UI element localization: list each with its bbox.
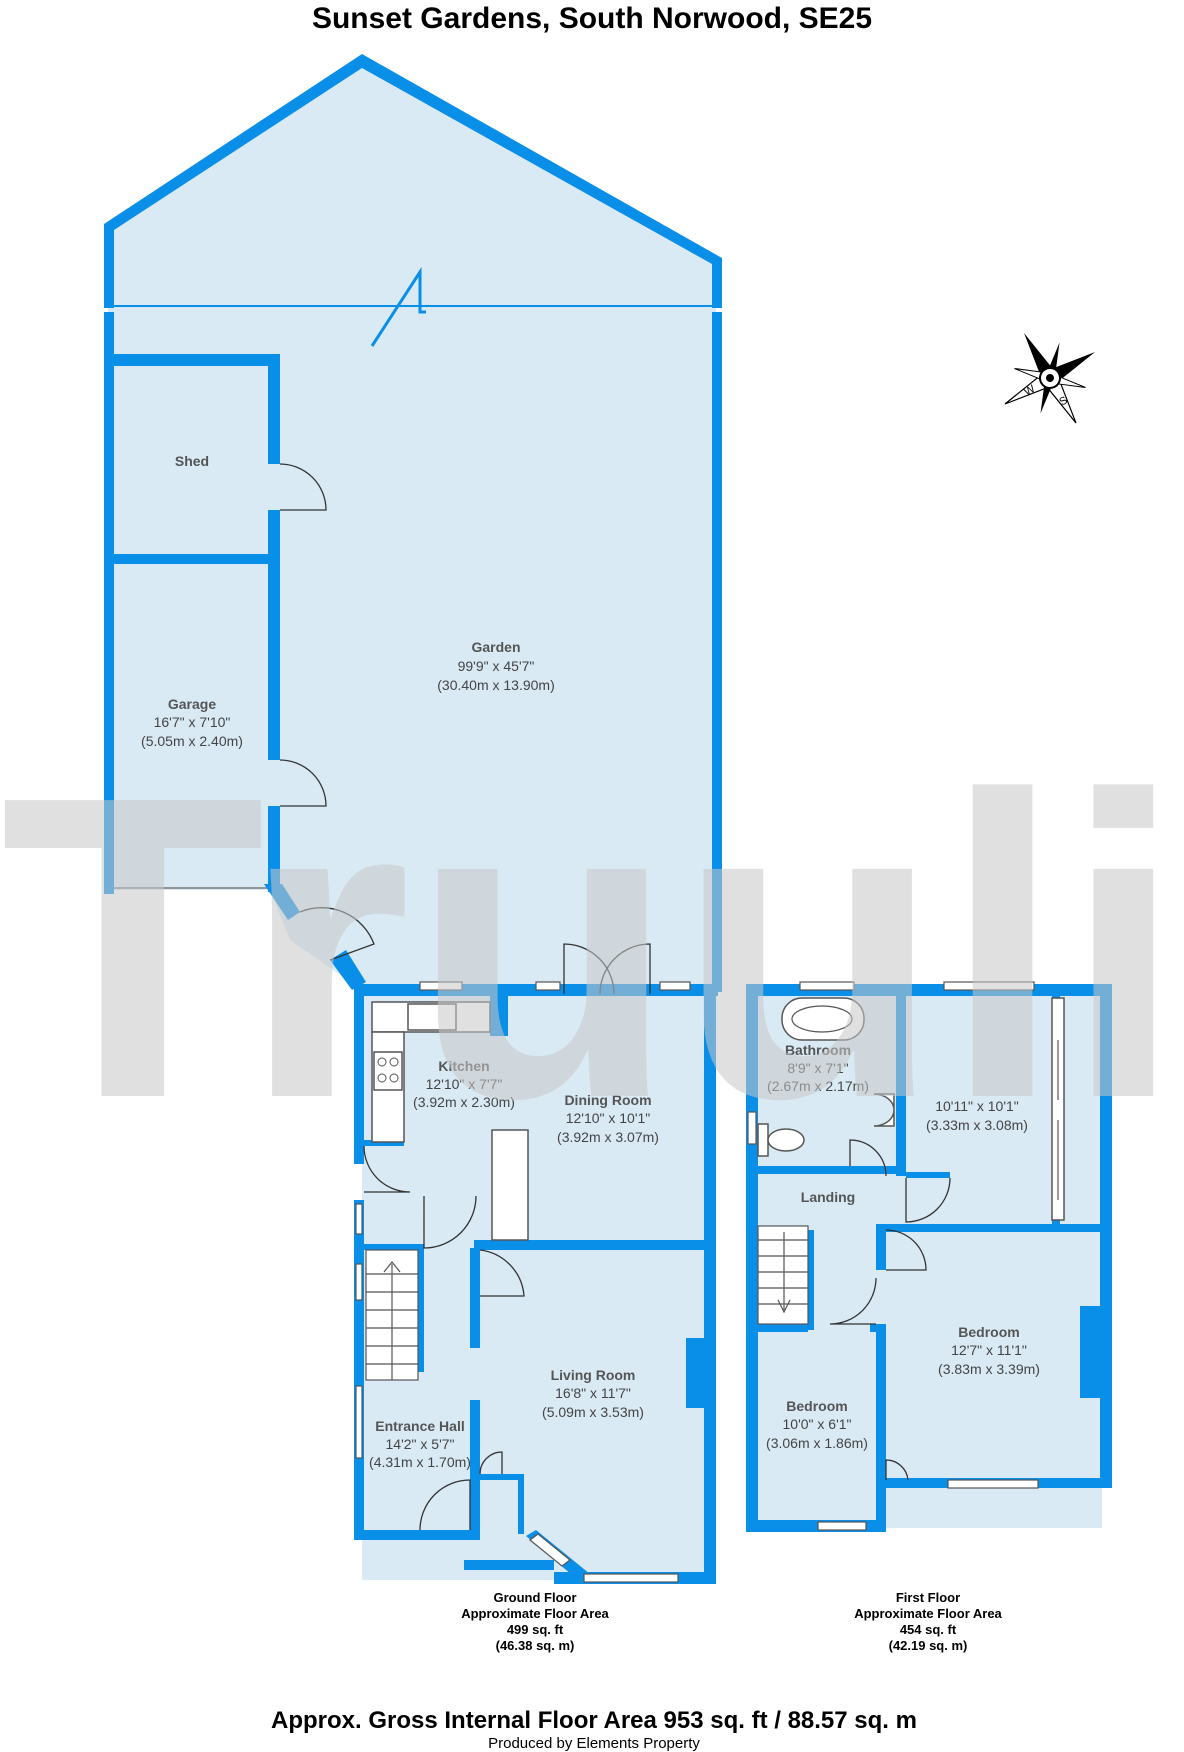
entrance-hall-dim-metric: (4.31m x 1.70m) — [369, 1454, 471, 1470]
hob-icon — [373, 1051, 403, 1091]
room-door-icon — [905, 1177, 951, 1223]
garage-label: Garage — [168, 696, 216, 712]
cupboard-door-upper-icon — [885, 1459, 909, 1481]
ground-floor-title: Ground Floor — [493, 1590, 576, 1605]
bedroom-door-icon — [885, 1229, 927, 1271]
living-room-label: Living Room — [551, 1367, 636, 1383]
ground-floor-subtitle: Approximate Floor Area — [461, 1606, 609, 1621]
dining-door-left-icon — [563, 943, 615, 995]
ground-stairs — [365, 1249, 419, 1381]
garage-dim-metric: (5.05m x 2.40m) — [141, 733, 243, 749]
bathroom-door-icon — [849, 1139, 887, 1177]
first-floor-sqft: 454 sq. ft — [900, 1622, 957, 1637]
first-floor-sqm: (42.19 sq. m) — [889, 1638, 968, 1653]
kitchen-dim-metric: (3.92m x 2.30m) — [413, 1094, 515, 1110]
first-floor-subtitle: Approximate Floor Area — [854, 1606, 1002, 1621]
ground-floor-sqm: (46.38 sq. m) — [496, 1638, 575, 1653]
kitchen-door-icon — [363, 1145, 411, 1193]
first-floor — [746, 981, 1112, 1532]
gross-floor-area: Approx. Gross Internal Floor Area 953 sq… — [271, 1707, 917, 1734]
bedroom-small-dim-imperial: 10'0" x 6'1" — [783, 1416, 852, 1432]
garage — [114, 759, 375, 990]
dining-room-dim-imperial: 12'10" x 10'1" — [566, 1110, 651, 1126]
room-dim-metric: (3.33m x 3.08m) — [926, 1117, 1028, 1133]
dining-room-label: Dining Room — [564, 1092, 651, 1108]
cupboard-door-icon — [479, 1451, 503, 1475]
garage-dim-imperial: 16'7" x 7'10" — [154, 714, 231, 730]
ground-floor-summary: Ground Floor Approximate Floor Area 499 … — [461, 1590, 609, 1653]
basin-icon — [873, 1093, 895, 1127]
entrance-hall-dim-imperial: 14'2" x 5'7" — [386, 1436, 455, 1452]
produced-by: Produced by Elements Property — [488, 1735, 700, 1752]
garden-area — [104, 54, 722, 1000]
bedroom-large-label: Bedroom — [958, 1324, 1019, 1340]
living-room-dim-metric: (5.09m x 3.53m) — [542, 1404, 644, 1420]
garden-dim-imperial: 99'9" x 45'7" — [458, 658, 535, 674]
bathroom-dim-metric: (2.67m x 2.17m) — [767, 1078, 869, 1094]
kitchen-label: Kitchen — [438, 1058, 489, 1074]
living-room-dim-imperial: 16'8" x 11'7" — [555, 1385, 631, 1401]
entrance-hall-label: Entrance Hall — [375, 1418, 464, 1434]
hall-kitchen-door-icon — [423, 1195, 477, 1249]
room-dim-imperial: 10'11" x 10'1" — [935, 1098, 1019, 1114]
dining-room-dim-metric: (3.92m x 3.07m) — [557, 1129, 659, 1145]
bedroom-large-dim-metric: (3.83m x 3.39m) — [938, 1361, 1040, 1377]
bathroom-dim-imperial: 8'9" x 7'1" — [787, 1060, 848, 1076]
landing-label: Landing — [801, 1189, 855, 1205]
compass-icon: N E S W — [1004, 332, 1096, 424]
garden-dim-metric: (30.40m x 13.90m) — [437, 677, 555, 693]
bedroom-small-dim-metric: (3.06m x 1.86m) — [766, 1435, 868, 1451]
bedroom-small-label: Bedroom — [786, 1398, 847, 1414]
kitchen-sink-icon — [407, 1003, 457, 1031]
shed-label: Shed — [175, 453, 209, 469]
front-door-icon — [419, 1479, 471, 1531]
small-bedroom-door-icon — [829, 1277, 877, 1325]
first-stairs — [757, 1225, 809, 1325]
bedroom-large-dim-imperial: 12'7" x 11'1" — [951, 1342, 1027, 1358]
dining-door-right-icon — [599, 943, 651, 995]
plan-title: Sunset Gardens, South Norwood, SE25 — [312, 2, 872, 35]
living-room-door-icon — [479, 1249, 525, 1297]
kitchen-dim-imperial: 12'10" x 7'7" — [426, 1076, 503, 1092]
garden-label: Garden — [471, 639, 520, 655]
toilet-icon — [757, 1123, 805, 1157]
garden-side-door-icon — [299, 907, 375, 961]
watermark: Truuli — [0, 708, 1184, 1188]
ground-floor-sqft: 499 sq. ft — [507, 1622, 564, 1637]
first-floor-summary: First Floor Approximate Floor Area 454 s… — [854, 1590, 1002, 1653]
first-floor-title: First Floor — [896, 1590, 960, 1605]
garage-door-icon — [279, 759, 327, 807]
bathroom-label: Bathroom — [785, 1042, 851, 1058]
ground-floor — [354, 943, 718, 1584]
shed-door-icon — [279, 463, 327, 511]
shed — [104, 354, 327, 760]
